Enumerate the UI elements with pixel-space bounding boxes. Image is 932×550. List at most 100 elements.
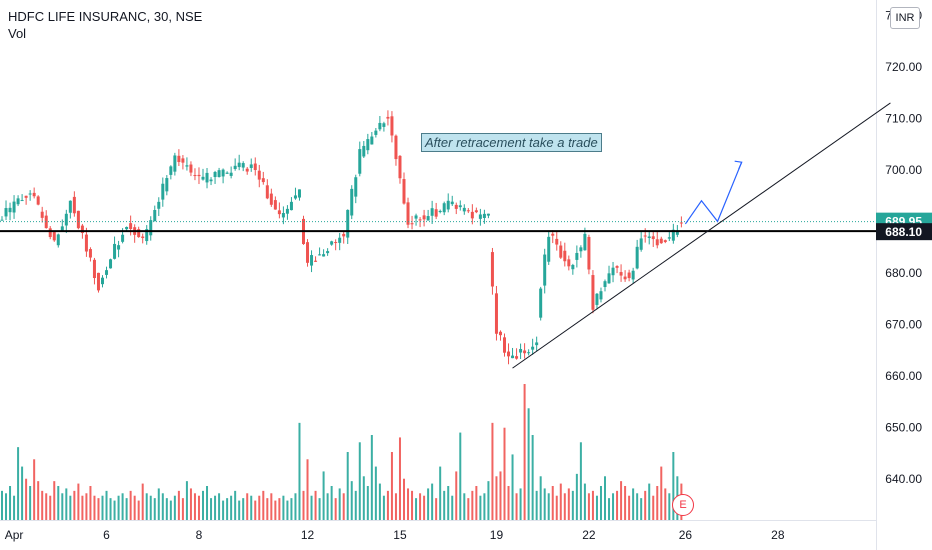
candle bbox=[394, 134, 398, 166]
candle-body bbox=[547, 236, 551, 262]
candle bbox=[667, 230, 671, 242]
volume-bar bbox=[523, 384, 526, 520]
candle-body bbox=[563, 250, 567, 262]
candle bbox=[671, 223, 675, 244]
candle bbox=[185, 157, 189, 171]
volume-bar bbox=[234, 490, 237, 520]
volume-bar bbox=[61, 493, 64, 520]
earnings-marker[interactable]: E bbox=[672, 494, 694, 516]
volume-bar bbox=[463, 493, 466, 520]
candle bbox=[587, 234, 591, 275]
volume-bar bbox=[57, 486, 60, 520]
candle-body bbox=[527, 352, 531, 354]
candle-body bbox=[338, 237, 342, 243]
candle bbox=[523, 343, 527, 359]
candle-body bbox=[76, 210, 80, 229]
volume-bar bbox=[165, 498, 168, 520]
candle bbox=[0, 216, 4, 221]
candle-body bbox=[378, 122, 382, 130]
candle-body bbox=[511, 355, 515, 359]
volume-bar bbox=[342, 493, 345, 520]
volume-bar bbox=[278, 498, 281, 520]
volume-bar bbox=[628, 495, 631, 520]
volume-bar bbox=[403, 478, 405, 520]
candle bbox=[663, 239, 667, 244]
candle-body bbox=[205, 172, 209, 183]
candle bbox=[482, 209, 486, 224]
volume-bar bbox=[439, 466, 442, 520]
level-label: 688.10 bbox=[885, 225, 922, 239]
volume-bar bbox=[37, 481, 40, 520]
candle bbox=[414, 213, 418, 226]
candle bbox=[486, 213, 490, 219]
volume-bar bbox=[483, 493, 486, 520]
volume-bar bbox=[286, 500, 289, 520]
volume-bar bbox=[246, 493, 249, 520]
volume-bar bbox=[539, 476, 542, 520]
candle-body bbox=[293, 195, 297, 199]
volume-bar bbox=[579, 442, 582, 520]
candle bbox=[88, 247, 92, 262]
candle bbox=[543, 248, 547, 294]
volume-bar bbox=[69, 495, 72, 520]
candle bbox=[189, 161, 193, 177]
candle bbox=[639, 230, 643, 252]
chart-legend: HDFC LIFE INSURANC, 30, NSE Vol bbox=[8, 8, 202, 42]
candle-body bbox=[269, 193, 273, 205]
candle bbox=[535, 336, 539, 352]
candle-body bbox=[663, 240, 667, 243]
volume-bar bbox=[149, 495, 152, 520]
volume-bar bbox=[632, 488, 635, 520]
volume-bar bbox=[455, 471, 458, 520]
candle-body bbox=[40, 211, 44, 218]
volume-bar bbox=[157, 488, 160, 520]
volume-bar bbox=[5, 493, 8, 520]
candle-body bbox=[209, 179, 213, 182]
candle-body bbox=[519, 349, 523, 353]
candle bbox=[245, 167, 249, 175]
volume-bar bbox=[222, 500, 225, 520]
currency-badge[interactable]: INR bbox=[890, 7, 920, 29]
trade-annotation[interactable]: After retracement take a trade bbox=[421, 133, 602, 152]
volume-bar bbox=[153, 498, 156, 520]
candle bbox=[591, 270, 595, 314]
candle bbox=[631, 267, 635, 283]
candle bbox=[217, 167, 221, 178]
candle bbox=[169, 165, 173, 180]
candle-body bbox=[394, 135, 398, 160]
candle bbox=[615, 265, 619, 274]
volume-bar bbox=[475, 486, 478, 520]
candle bbox=[241, 161, 245, 172]
volume-bar bbox=[226, 498, 229, 520]
candle-body bbox=[60, 226, 64, 231]
candle-body bbox=[113, 243, 117, 259]
volume-bar bbox=[390, 452, 393, 520]
candle-body bbox=[551, 233, 555, 236]
candle bbox=[36, 195, 40, 206]
candle bbox=[567, 255, 571, 271]
candle-body bbox=[24, 195, 28, 198]
candle bbox=[575, 245, 579, 268]
candle-body bbox=[454, 204, 458, 209]
candle-body bbox=[515, 356, 519, 359]
volume-bar bbox=[145, 493, 148, 520]
candle-body bbox=[64, 213, 68, 226]
candle-body bbox=[571, 264, 575, 270]
volume-bar bbox=[447, 486, 450, 520]
candle bbox=[201, 168, 205, 181]
candle-body bbox=[181, 158, 185, 163]
candle-body bbox=[647, 236, 651, 239]
candle bbox=[474, 207, 478, 214]
volume-bar bbox=[242, 498, 245, 520]
candle-body bbox=[350, 188, 354, 216]
candle-body bbox=[410, 223, 414, 225]
ascending-trendline bbox=[512, 102, 891, 369]
price-tick-label: 650.00 bbox=[885, 420, 922, 434]
candle-body bbox=[16, 198, 20, 205]
price-axis-separator bbox=[0, 0, 877, 550]
candle-body bbox=[354, 177, 358, 197]
candle bbox=[430, 200, 434, 225]
candle-body bbox=[358, 149, 362, 174]
